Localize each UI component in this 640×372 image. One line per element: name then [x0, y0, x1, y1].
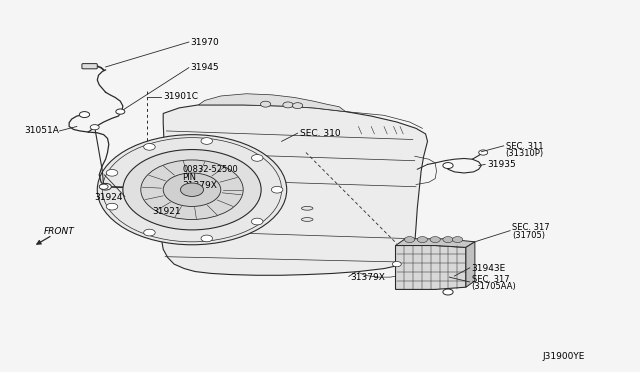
- Circle shape: [99, 184, 108, 189]
- Polygon shape: [396, 239, 475, 247]
- Circle shape: [144, 144, 155, 150]
- Polygon shape: [466, 242, 475, 287]
- Text: 31945: 31945: [191, 63, 220, 72]
- Text: 31970: 31970: [191, 38, 220, 46]
- Circle shape: [141, 160, 243, 219]
- Circle shape: [443, 237, 453, 243]
- Circle shape: [143, 229, 155, 236]
- Text: J31900YE: J31900YE: [543, 352, 585, 361]
- Circle shape: [392, 262, 401, 267]
- Text: 00832-52500: 00832-52500: [182, 165, 238, 174]
- Text: SEC. 311: SEC. 311: [506, 142, 543, 151]
- Circle shape: [252, 155, 263, 161]
- Text: PIN: PIN: [182, 173, 196, 182]
- Text: SEC. 317: SEC. 317: [472, 275, 509, 283]
- Text: (31705): (31705): [512, 231, 545, 240]
- Circle shape: [292, 103, 303, 109]
- Circle shape: [201, 235, 212, 242]
- Circle shape: [116, 109, 125, 114]
- Polygon shape: [198, 94, 346, 112]
- Circle shape: [479, 150, 488, 155]
- Text: FRONT: FRONT: [44, 227, 75, 236]
- Polygon shape: [160, 105, 428, 275]
- Circle shape: [404, 237, 415, 243]
- Circle shape: [163, 173, 221, 206]
- Circle shape: [79, 112, 90, 118]
- Circle shape: [283, 102, 293, 108]
- Text: 31901C: 31901C: [163, 92, 198, 101]
- Text: 31924: 31924: [95, 193, 124, 202]
- Circle shape: [271, 186, 283, 193]
- FancyBboxPatch shape: [82, 64, 97, 69]
- Text: 31379X: 31379X: [351, 273, 385, 282]
- Circle shape: [106, 170, 118, 176]
- Text: SEC. 317: SEC. 317: [512, 223, 550, 232]
- Polygon shape: [396, 246, 466, 289]
- Circle shape: [97, 135, 287, 245]
- Circle shape: [90, 125, 99, 130]
- Circle shape: [252, 218, 263, 225]
- Circle shape: [443, 163, 453, 169]
- Text: (31705AA): (31705AA): [472, 282, 516, 291]
- Circle shape: [180, 183, 204, 196]
- Text: 31943E: 31943E: [472, 264, 506, 273]
- Ellipse shape: [301, 218, 313, 221]
- Text: 31935: 31935: [488, 160, 516, 169]
- Circle shape: [443, 289, 453, 295]
- Text: 31921: 31921: [152, 207, 181, 216]
- Ellipse shape: [301, 206, 313, 210]
- Text: 31379X: 31379X: [182, 182, 217, 190]
- Circle shape: [100, 183, 111, 190]
- Text: (31310P): (31310P): [506, 149, 544, 158]
- Circle shape: [452, 237, 463, 243]
- Circle shape: [201, 138, 212, 144]
- Text: 31051A: 31051A: [24, 126, 59, 135]
- Circle shape: [226, 188, 239, 196]
- Circle shape: [106, 203, 118, 210]
- Text: SEC. 310: SEC. 310: [300, 129, 340, 138]
- Circle shape: [123, 150, 261, 230]
- Circle shape: [260, 101, 271, 107]
- Circle shape: [430, 237, 440, 243]
- Circle shape: [417, 237, 428, 243]
